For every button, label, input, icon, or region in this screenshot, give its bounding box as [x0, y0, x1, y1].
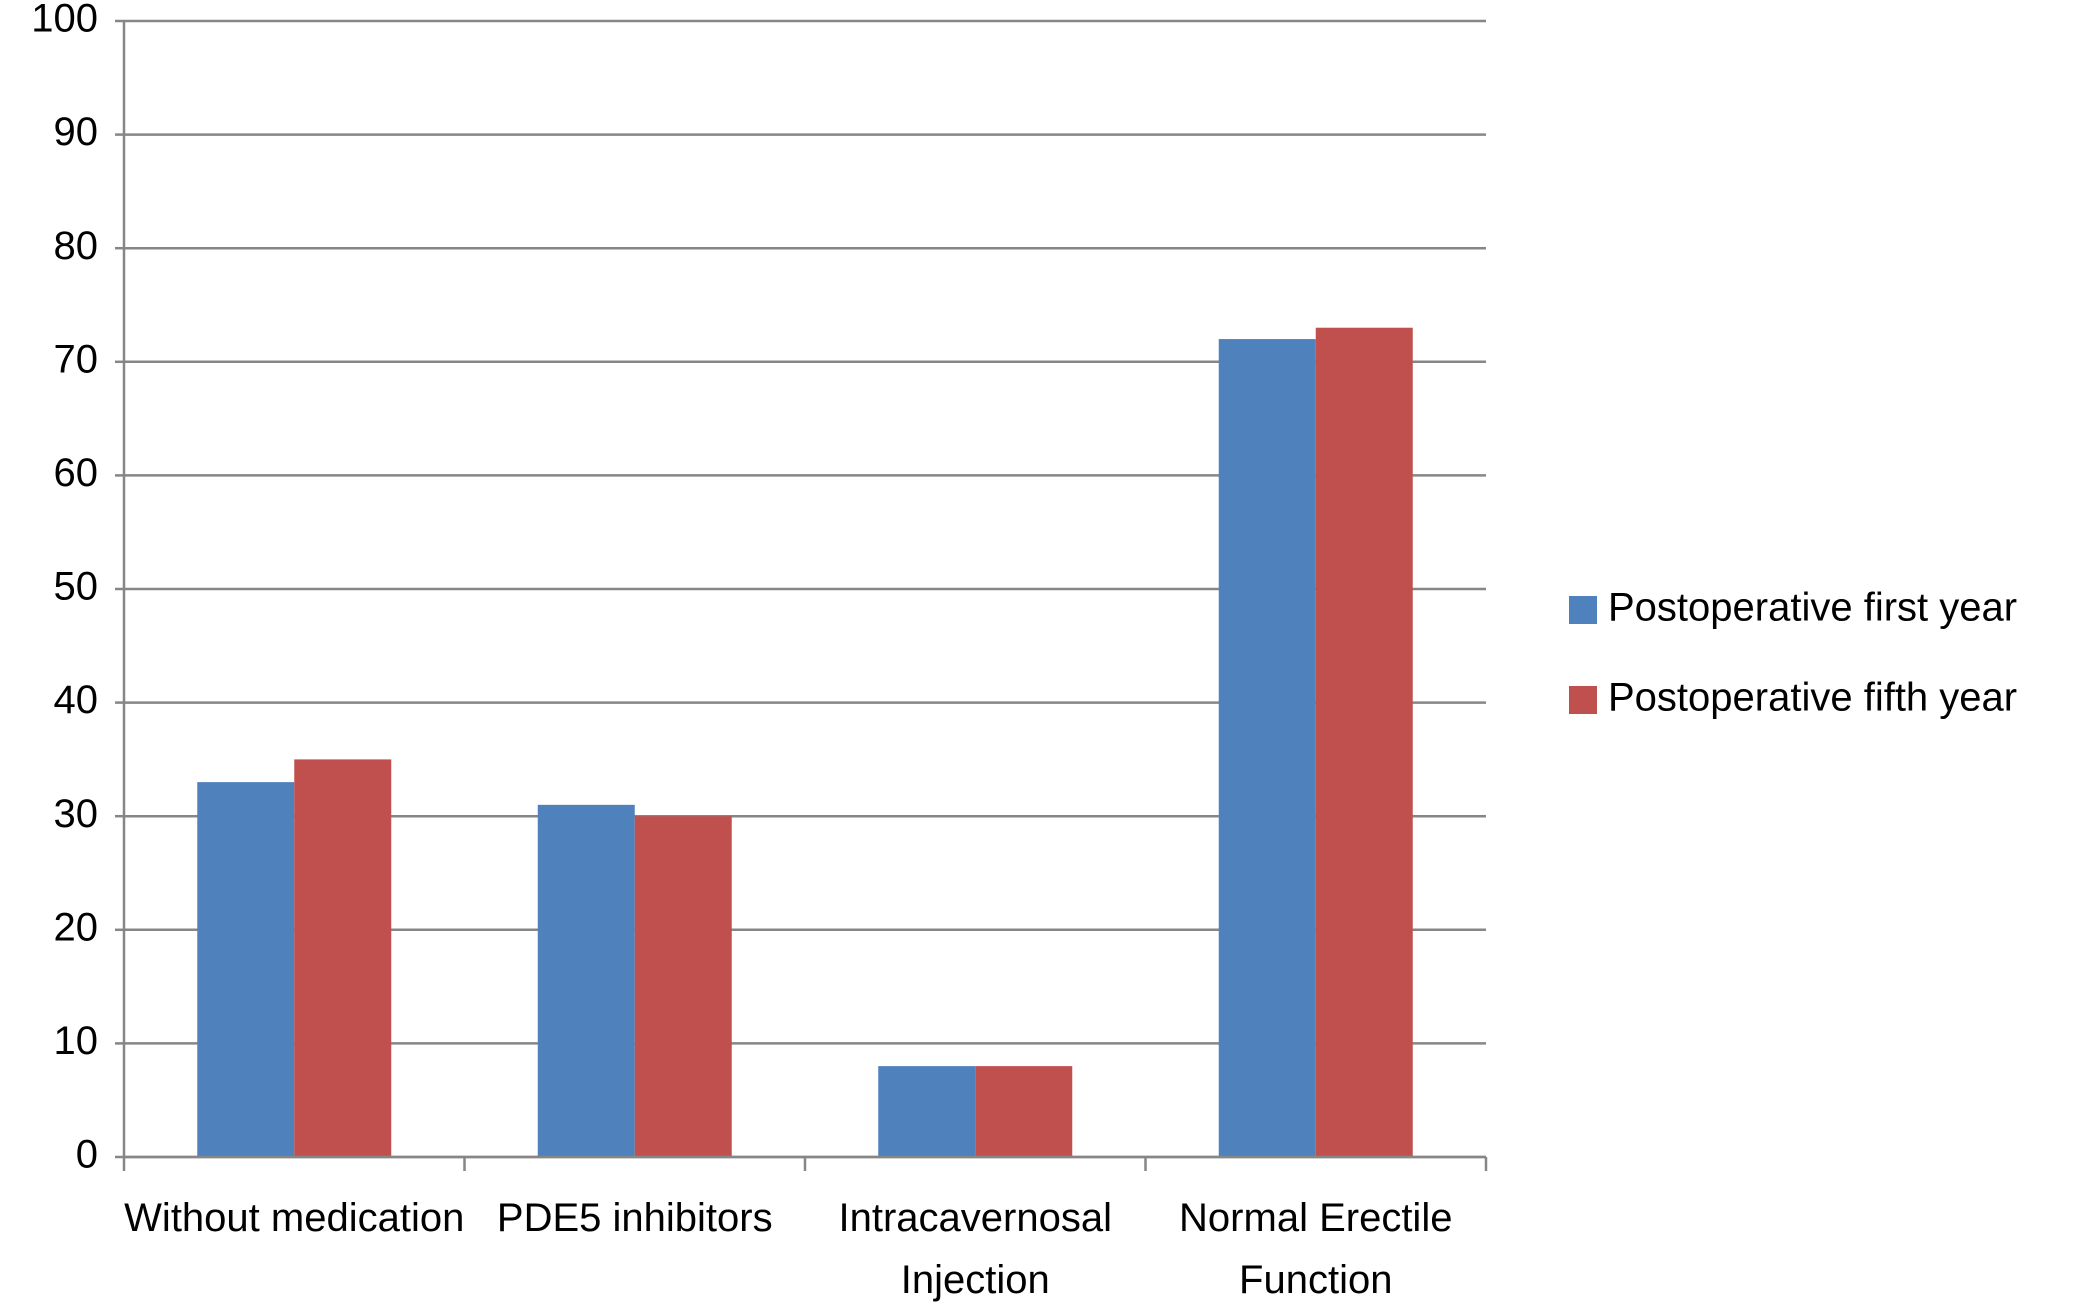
y-tick-label: 90	[54, 110, 99, 154]
y-tick-label: 20	[54, 905, 99, 949]
y-tick-label: 10	[54, 1019, 99, 1063]
y-tick-label: 60	[54, 451, 99, 495]
y-tick-label: 50	[54, 565, 99, 609]
bar	[294, 759, 392, 1157]
legend-label: Postoperative first year	[1608, 586, 2017, 630]
y-tick-label: 80	[54, 224, 99, 268]
y-tick-label: 70	[54, 337, 99, 381]
bar	[537, 804, 635, 1157]
bar	[197, 782, 295, 1157]
y-tick-label: 100	[31, 0, 98, 41]
legend-label: Postoperative fifth year	[1608, 676, 2017, 720]
legend-swatch	[1569, 686, 1597, 714]
x-tick-label: PDE5 inhibitors	[496, 1196, 773, 1240]
x-tick-label: Normal Erectile Function	[1179, 1196, 1453, 1302]
bar	[1315, 327, 1413, 1158]
bar	[975, 1066, 1073, 1157]
bar	[634, 816, 732, 1157]
x-tick-label: Intracavernosal Injection	[838, 1196, 1112, 1302]
x-tick-label: Without medication	[124, 1196, 465, 1240]
bar	[878, 1066, 976, 1157]
y-tick-label: 0	[76, 1133, 98, 1177]
y-tick-label: 40	[54, 678, 99, 722]
legend-swatch	[1569, 596, 1597, 624]
bar	[1218, 339, 1316, 1158]
y-tick-label: 30	[54, 792, 99, 836]
